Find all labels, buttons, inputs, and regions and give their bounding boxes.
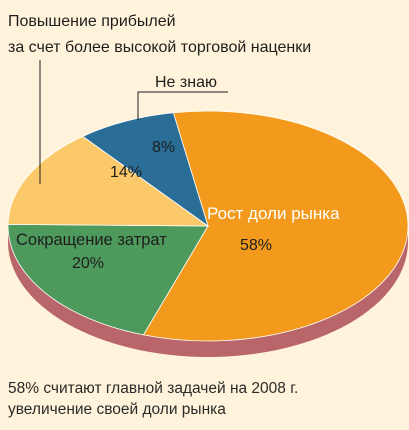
caption-line-1: 58% считают главной задачей на 2008 г. [8, 380, 299, 397]
slice-higher-margin [7, 135, 210, 227]
slice-cost-reduction [7, 223, 209, 336]
pie-slices [7, 110, 409, 342]
callout-line-1: Повышение прибылей [8, 13, 176, 30]
caption-line-2: увеличение своей доли рынка [8, 401, 226, 418]
slice-dont-know [81, 112, 209, 228]
slice-label-dont-know: Не знаю [155, 74, 217, 91]
leader-dont-know [137, 91, 228, 120]
slice-value-market-share: 58% [240, 237, 272, 254]
slice-label-cost-reduction: Сокращение затрат [16, 231, 167, 249]
slice-value-dont-know: 8% [152, 139, 175, 156]
caption: 58% считают главной задачей на 2008 г. у… [8, 378, 403, 420]
callout-line-2: за счет более высокой торговой наценки [8, 39, 311, 56]
pie-chart: Повышение прибылей за счет более высокой… [7, 13, 409, 357]
leader-lines [39, 60, 228, 184]
slice-value-higher-margin: 14% [110, 164, 142, 181]
slice-label-market-share: Рост доли рынка [207, 204, 340, 223]
slice-market-share [142, 110, 409, 342]
slice-value-cost-reduction: 20% [72, 255, 104, 272]
